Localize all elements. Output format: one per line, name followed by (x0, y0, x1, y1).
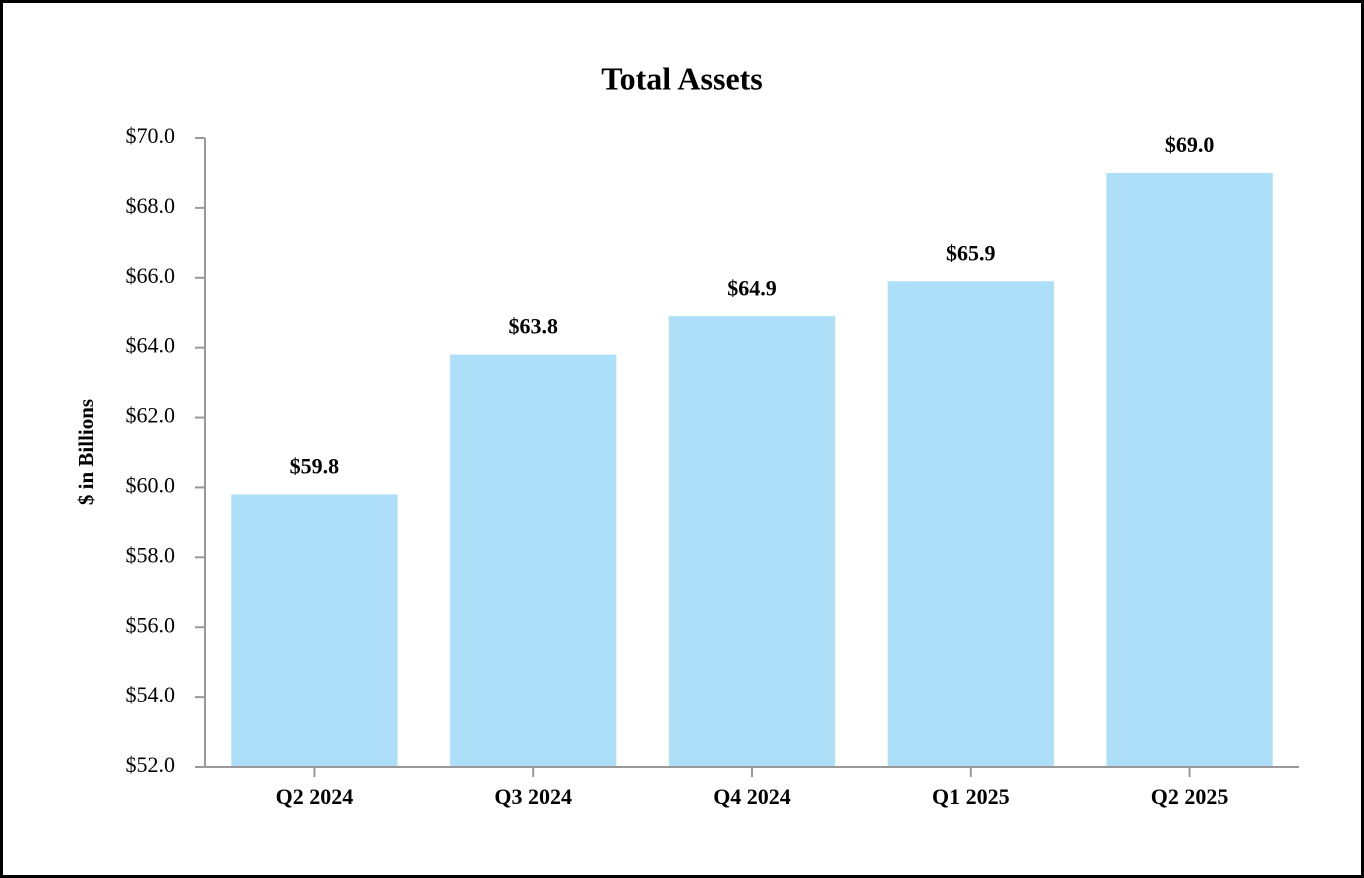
y-tick-label: $62.0 (126, 403, 176, 428)
x-tick-label: Q3 2024 (494, 784, 572, 809)
x-tick-label: Q2 2024 (276, 784, 354, 809)
y-axis-label: $ in Billions (74, 399, 98, 505)
bar (231, 494, 398, 767)
y-tick-label: $58.0 (126, 542, 176, 567)
bar (450, 354, 617, 767)
x-tick-label: Q2 2025 (1151, 784, 1229, 809)
value-label: $65.9 (946, 240, 996, 265)
y-tick-label: $70.0 (126, 123, 176, 148)
y-tick-label: $56.0 (126, 612, 176, 637)
x-tick-label: Q1 2025 (932, 784, 1010, 809)
bar (668, 316, 836, 767)
y-tick-label: $66.0 (126, 263, 176, 288)
y-tick-label: $60.0 (126, 472, 176, 497)
y-tick-label: $68.0 (126, 193, 176, 218)
x-tick-label: Q4 2024 (713, 784, 791, 809)
chart-title: Total Assets (601, 60, 763, 96)
bar (887, 281, 1054, 767)
y-tick-label: $52.0 (126, 752, 176, 777)
value-label: $63.8 (508, 314, 558, 339)
value-label: $59.8 (290, 453, 340, 478)
value-label: $64.9 (727, 275, 777, 300)
y-tick-label: $64.0 (126, 333, 176, 358)
y-tick-label: $54.0 (126, 682, 176, 707)
value-label: $69.0 (1165, 132, 1215, 157)
bar (1106, 172, 1273, 767)
